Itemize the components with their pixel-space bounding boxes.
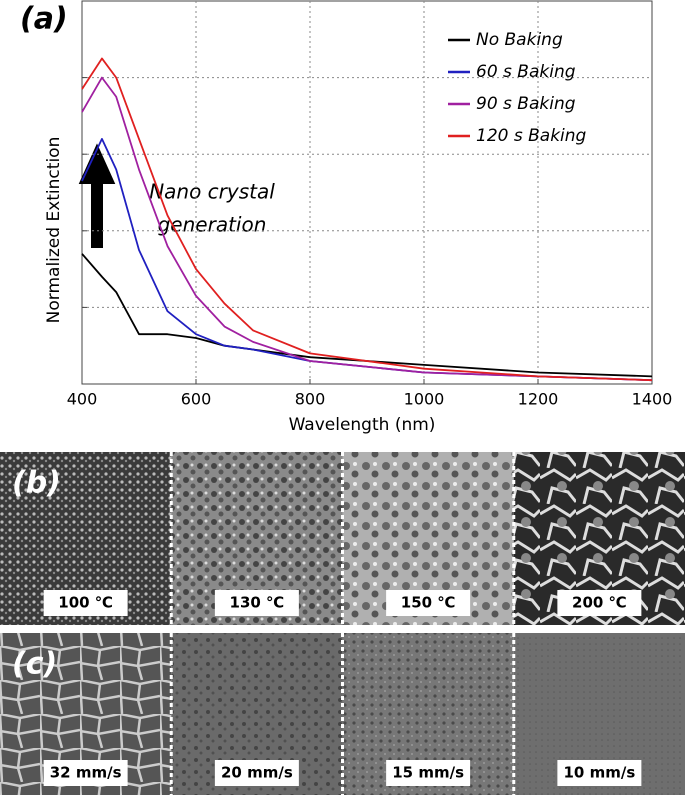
annotation: Nano crystal xyxy=(149,180,275,204)
x-tick-label: 400 xyxy=(67,390,98,409)
x-tick-label: 600 xyxy=(181,390,212,409)
legend-label: 90 s Baking xyxy=(476,94,576,114)
x-tick-label: 1000 xyxy=(404,390,445,409)
x-axis-title: Wavelength (nm) xyxy=(289,415,436,435)
legend-label: 60 s Baking xyxy=(476,62,576,82)
x-tick-label: 800 xyxy=(295,390,326,409)
image-label: 32 mm/s xyxy=(50,764,122,782)
series-line xyxy=(81,253,653,378)
x-tick-label: 1400 xyxy=(632,390,673,409)
label-box xyxy=(214,590,299,616)
image-label: 150 ℃ xyxy=(401,594,456,612)
label-box xyxy=(557,760,642,786)
image-label: 200 ℃ xyxy=(572,594,627,612)
legend-label: No Baking xyxy=(476,30,563,50)
plot-frame xyxy=(81,0,653,385)
arrow xyxy=(78,143,116,248)
label-box xyxy=(386,760,471,786)
image-label: 100 ℃ xyxy=(58,594,113,612)
image-label: 20 mm/s xyxy=(221,764,293,782)
legend-label: 120 s Baking xyxy=(476,126,587,146)
image-label: 10 mm/s xyxy=(563,764,635,782)
series-line xyxy=(81,137,653,382)
panel-label: (b) xyxy=(12,466,61,501)
label-box xyxy=(43,590,128,616)
label-box xyxy=(214,760,299,786)
image-label: 130 ℃ xyxy=(230,594,285,612)
x-tick-label: 1200 xyxy=(518,390,559,409)
label-box xyxy=(557,590,642,616)
image-label: 15 mm/s xyxy=(392,764,464,782)
annotation: generation xyxy=(158,213,267,237)
label-box xyxy=(386,590,471,616)
panel-label: (a) xyxy=(20,2,68,37)
label-box xyxy=(43,760,128,786)
y-axis-title: Normalized Extinction xyxy=(44,137,64,324)
series-line xyxy=(81,57,653,382)
series-line xyxy=(81,76,653,382)
panel-label: (c) xyxy=(12,647,57,682)
